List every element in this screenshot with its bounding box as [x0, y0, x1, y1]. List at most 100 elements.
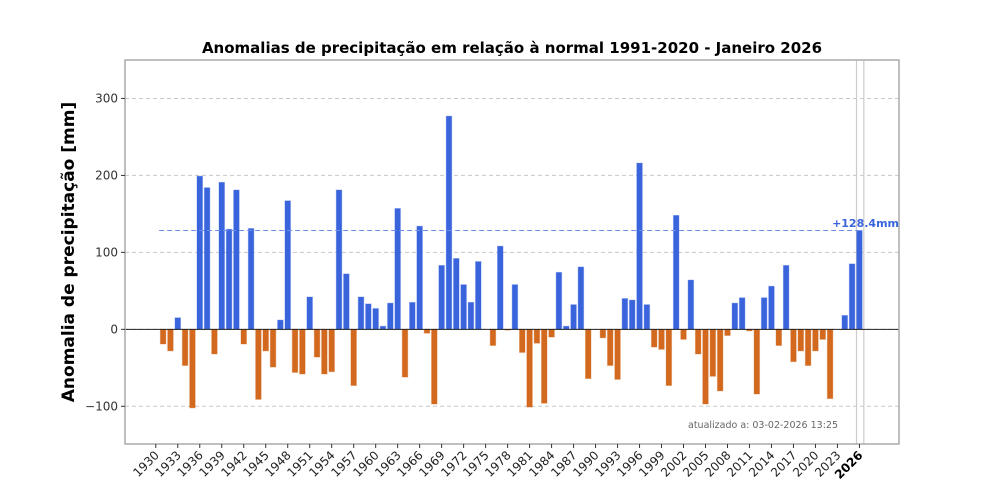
- bar-1949: [291, 328, 299, 373]
- bar-1995: [628, 299, 636, 330]
- bar-1992: [606, 328, 614, 367]
- bar-2010: [738, 297, 746, 330]
- bar-1998: [650, 328, 658, 348]
- bar-1960: [372, 308, 379, 330]
- bar-2019: [804, 328, 812, 367]
- chart-title: Anomalias de precipitação em relação à n…: [202, 39, 822, 57]
- bars: [159, 115, 863, 409]
- bar-1938: [211, 328, 218, 355]
- bar-1997: [643, 304, 651, 330]
- highlight-band: [855, 60, 865, 444]
- bar-1988: [577, 266, 585, 330]
- bar-2006: [709, 328, 717, 377]
- bar-1991: [599, 328, 607, 339]
- bar-2014: [768, 285, 775, 330]
- bar-1968: [431, 328, 438, 405]
- y-tick-label: 200: [95, 168, 118, 182]
- x-axis-ticks: 1930193319361939194219451948195119541957…: [130, 444, 866, 482]
- bar-1944: [255, 328, 262, 400]
- bar-1994: [621, 298, 629, 330]
- updated-timestamp: atualizado a: 03-02-2026 13:25: [688, 420, 838, 431]
- bar-2017: [790, 328, 797, 363]
- bar-1937: [203, 187, 211, 330]
- bar-1972: [460, 284, 467, 330]
- bar-1934: [181, 328, 189, 367]
- bar-1967: [423, 328, 431, 334]
- bar-2020: [812, 328, 819, 352]
- bar-1984: [548, 328, 555, 338]
- bar-1979: [511, 284, 519, 330]
- bar-1963: [394, 208, 401, 330]
- bar-2025: [848, 263, 856, 330]
- bar-1941: [233, 189, 240, 330]
- bar-1940: [225, 228, 233, 330]
- bar-2000: [665, 328, 673, 387]
- y-tick-label: 100: [95, 245, 118, 259]
- bar-1951: [306, 296, 313, 330]
- bar-1952: [313, 328, 321, 358]
- bar-2026: [856, 230, 863, 330]
- bar-1980: [519, 328, 526, 353]
- bar-1977: [497, 245, 504, 330]
- bar-1971: [453, 258, 460, 330]
- bar-1943: [247, 228, 255, 330]
- bar-1966: [416, 225, 423, 330]
- bar-1976: [489, 328, 497, 346]
- bar-1982: [533, 328, 541, 344]
- bar-2009: [731, 302, 739, 330]
- bar-1965: [409, 301, 416, 330]
- bar-1962: [387, 302, 394, 330]
- bar-1932: [167, 328, 174, 352]
- y-tick-label: −100: [85, 399, 118, 413]
- bar-1950: [299, 328, 306, 375]
- bar-2005: [702, 328, 709, 405]
- bar-1933: [174, 317, 182, 330]
- bar-1989: [584, 328, 592, 380]
- bar-1987: [570, 304, 577, 330]
- bar-1973: [467, 301, 475, 330]
- bar-1983: [541, 328, 548, 404]
- bar-2012: [753, 328, 761, 395]
- bar-2007: [716, 328, 724, 392]
- bar-1946: [269, 328, 277, 368]
- bar-1985: [555, 271, 563, 330]
- current-value-annotation: +128.4mm: [832, 217, 899, 230]
- bar-1993: [614, 328, 621, 380]
- bar-2024: [841, 314, 849, 330]
- bar-1945: [262, 328, 269, 352]
- bar-1948: [284, 200, 291, 330]
- bar-2004: [694, 328, 702, 355]
- bar-2015: [775, 328, 783, 346]
- bar-2021: [819, 328, 827, 340]
- bar-1939: [218, 181, 225, 330]
- bar-1964: [401, 328, 409, 378]
- bar-1956: [343, 273, 350, 330]
- bar-1953: [321, 328, 328, 375]
- y-tick-label: 300: [95, 91, 118, 105]
- bar-1954: [328, 328, 335, 373]
- bar-2008: [724, 328, 731, 336]
- bar-1947: [277, 319, 284, 330]
- bar-1974: [475, 261, 482, 330]
- grid-lines: [125, 97, 899, 407]
- bar-2013: [760, 297, 768, 330]
- bar-2022: [826, 328, 834, 400]
- bar-2003: [687, 279, 695, 330]
- bar-2002: [680, 328, 687, 340]
- bar-1936: [196, 175, 204, 330]
- bar-1959: [365, 303, 372, 330]
- bar-1931: [159, 328, 167, 345]
- bar-2001: [672, 214, 680, 330]
- y-axis-label: Anomalia de precipitação [mm]: [59, 102, 79, 402]
- bar-2016: [782, 264, 790, 330]
- bar-1935: [189, 328, 196, 409]
- bar-1958: [357, 296, 365, 330]
- bar-1970: [445, 115, 453, 330]
- y-tick-label: 0: [110, 322, 118, 336]
- bar-2018: [797, 328, 805, 352]
- bar-1969: [438, 264, 445, 330]
- bar-1942: [240, 328, 247, 345]
- y-axis-ticks: −100 0 100 200 300: [85, 91, 125, 413]
- bar-1999: [658, 328, 665, 350]
